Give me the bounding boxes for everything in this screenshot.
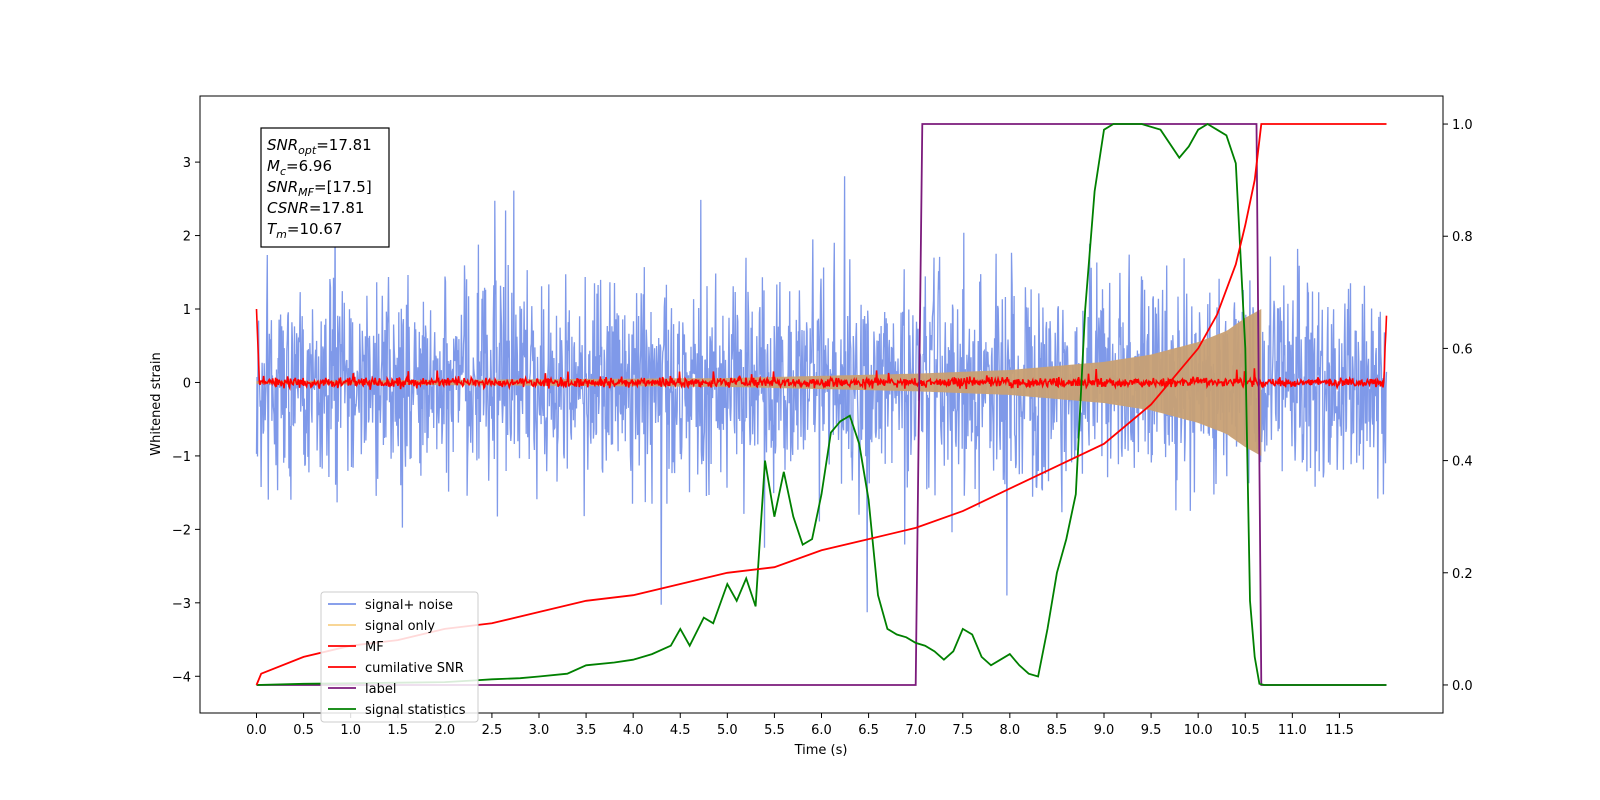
x-tick-label: 3.5	[576, 723, 597, 738]
annotation-subscript: MF	[298, 186, 314, 199]
series-mf-line	[255, 308, 1388, 391]
x-tick-label: 1.5	[387, 723, 408, 738]
annotation-symbol: M	[267, 157, 280, 175]
x-tick-label: 8.0	[999, 723, 1020, 738]
legend-label: signal statistics	[365, 703, 466, 718]
y-left-tick-label: −2	[172, 523, 191, 538]
x-tick-label: 0.0	[246, 723, 267, 738]
series-signal-statistics-line	[256, 122, 1387, 686]
x-tick-label: 11.0	[1278, 723, 1307, 738]
x-tick-label: 4.5	[670, 723, 691, 738]
annotation-symbol: SNR	[267, 178, 298, 196]
annotation-symbol: SNR	[267, 136, 298, 154]
y-right-tick-label: 0.0	[1452, 679, 1473, 694]
x-tick-label: 7.5	[952, 723, 973, 738]
annotation-subscript: c	[280, 165, 286, 178]
y-axis-label: Whitened strain	[149, 352, 164, 455]
y-right-tick-label: 0.6	[1452, 342, 1473, 357]
annotation-value: =[17.5]	[314, 178, 372, 196]
x-tick-label: 9.5	[1141, 723, 1162, 738]
x-tick-label: 4.0	[623, 723, 644, 738]
annotation-symbol: CSNR	[267, 199, 309, 217]
annotation-value: =17.81	[316, 136, 372, 154]
legend-frame	[320, 591, 479, 723]
x-tick-label: 3.0	[529, 723, 550, 738]
annotation-line: Mc=6.96	[267, 157, 332, 178]
x-tick-label: 6.0	[811, 723, 832, 738]
x-tick-label: 7.0	[905, 723, 926, 738]
legend-label: cumilative SNR	[365, 661, 464, 676]
y-axis-left: −4 −3 −2 −1 0 1 2 3	[172, 156, 200, 685]
y-axis-right: 0.0 0.2 0.4 0.6 0.8 1.0	[1443, 118, 1473, 694]
annotation-box: SNRopt=17.81Mc=6.96SNRMF=[17.5]CSNR=17.8…	[260, 127, 390, 248]
x-tick-label: 1.0	[340, 723, 361, 738]
annotation-line: CSNR=17.81	[267, 199, 364, 217]
y-right-tick-label: 1.0	[1452, 118, 1473, 133]
legend: signal+ noise signal only MF cumilative SNR…	[320, 591, 479, 723]
annotation-value: =10.67	[287, 220, 343, 238]
y-right-tick-label: 0.4	[1452, 455, 1473, 470]
y-left-tick-label: 1	[183, 303, 191, 318]
x-tick-label: 10.0	[1184, 723, 1213, 738]
x-tick-label: 5.5	[764, 723, 785, 738]
y-left-tick-label: 0	[183, 376, 191, 391]
y-right-tick-label: 0.2	[1452, 567, 1473, 582]
x-tick-label: 8.5	[1047, 723, 1068, 738]
annotation-line: SNRMF=[17.5]	[267, 178, 372, 199]
annotation-line: SNRopt=17.81	[267, 136, 372, 157]
annotation-subscript: m	[276, 228, 287, 241]
y-left-tick-label: −4	[172, 670, 191, 685]
legend-label: MF	[365, 640, 384, 655]
annotation-symbol: T	[267, 220, 278, 238]
x-tick-label: 2.0	[434, 723, 455, 738]
x-tick-label: 9.0	[1094, 723, 1115, 738]
annotation-line: Tm=10.67	[267, 220, 342, 241]
legend-label: signal+ noise	[365, 598, 453, 613]
x-tick-label: 2.5	[482, 723, 503, 738]
annotation-value: =6.96	[286, 157, 332, 175]
x-tick-label: 10.5	[1231, 723, 1260, 738]
x-tick-label: 6.5	[858, 723, 879, 738]
annotation-value: =17.81	[309, 199, 365, 217]
x-tick-label: 5.0	[717, 723, 738, 738]
legend-label: label	[365, 682, 396, 697]
series-layer	[255, 122, 1388, 686]
x-tick-label: 11.5	[1325, 723, 1354, 738]
y-left-tick-label: −1	[172, 450, 191, 465]
x-axis: 0.0 0.5 1.0 1.5 2.0 2.5 3.0 3.5 4.0 4.5 5.0 5.5 6.0 6…	[246, 713, 1354, 738]
y-left-tick-label: −3	[172, 597, 191, 612]
x-tick-label: 0.5	[293, 723, 314, 738]
y-left-tick-label: 3	[183, 156, 191, 171]
annotation-frame	[260, 127, 390, 248]
annotation-subscript: opt	[298, 144, 317, 157]
y-left-tick-label: 2	[183, 230, 191, 245]
legend-label: signal only	[365, 619, 435, 634]
x-axis-label: Time (s)	[794, 743, 848, 758]
y-right-tick-label: 0.8	[1452, 230, 1473, 245]
